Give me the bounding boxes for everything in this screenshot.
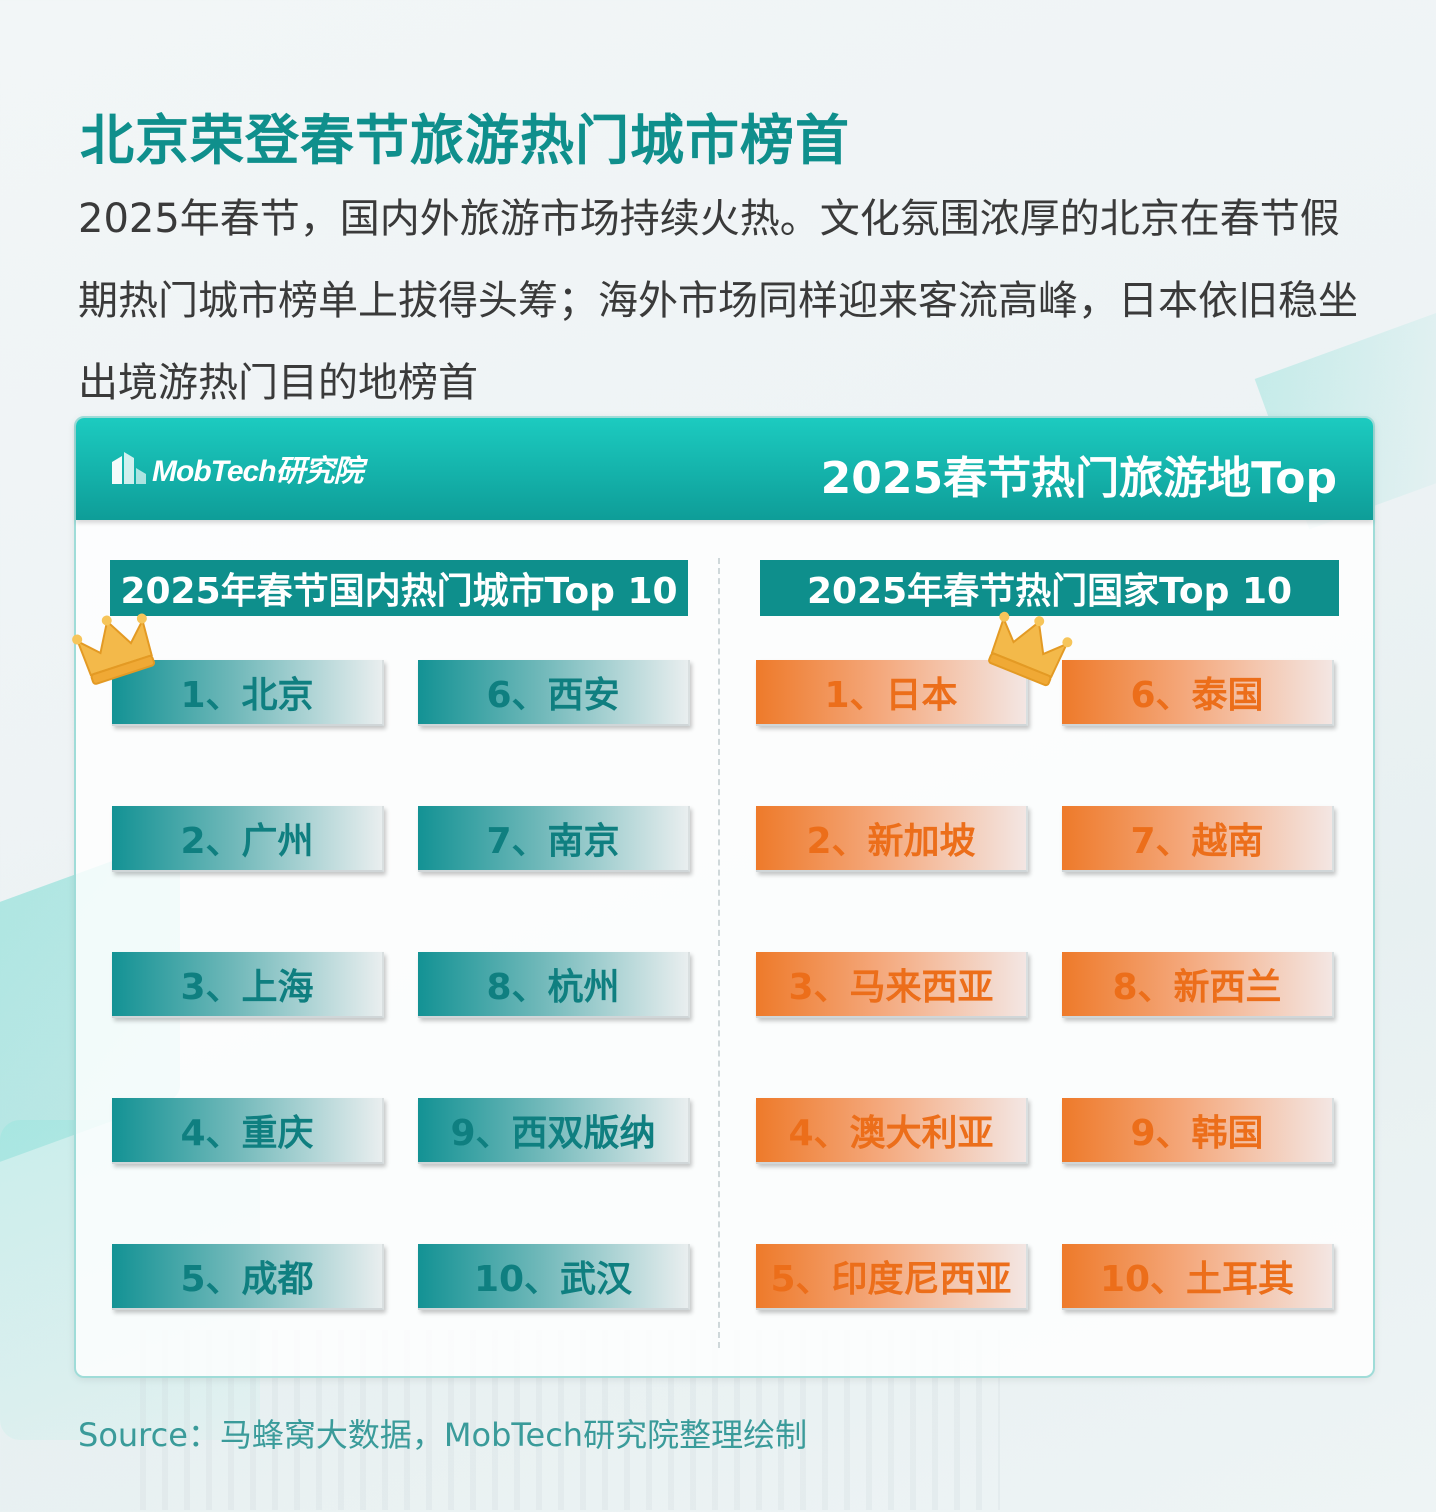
column-divider (718, 558, 720, 1348)
country-tile-4: 4、澳大利亚 (756, 1098, 1028, 1164)
city-tile-2: 2、广州 (112, 806, 384, 872)
mobtech-logo-icon (112, 452, 146, 484)
logo-text: MobTech研究院 (152, 455, 364, 488)
international-heading: 2025年春节热门国家Top 10 (760, 560, 1339, 616)
city-tile-6: 6、西安 (418, 660, 690, 726)
crown-icon (988, 611, 1073, 687)
country-tile-5: 5、印度尼西亚 (756, 1244, 1028, 1310)
country-tile-2: 2、新加坡 (756, 806, 1028, 872)
city-tile-8: 8、杭州 (418, 952, 690, 1018)
city-tile-3: 3、上海 (112, 952, 384, 1018)
city-tile-9: 9、西双版纳 (418, 1098, 690, 1164)
panel-title: 2025春节热门旅游地Top (820, 453, 1337, 504)
mobtech-logo: MobTech研究院 (108, 446, 364, 490)
city-tile-7: 7、南京 (418, 806, 690, 872)
country-tile-8: 8、新西兰 (1062, 952, 1334, 1018)
country-tile-9: 9、韩国 (1062, 1098, 1334, 1164)
country-tile-7: 7、越南 (1062, 806, 1334, 872)
country-tile-1: 1、日本 (756, 660, 1028, 726)
country-tile-10: 10、土耳其 (1062, 1244, 1334, 1310)
source-note: Source：马蜂窝大数据，MobTech研究院整理绘制 (78, 1416, 808, 1454)
crown-icon (72, 613, 155, 685)
city-tile-10: 10、武汉 (418, 1244, 690, 1310)
city-tile-5: 5、成都 (112, 1244, 384, 1310)
panel-header: MobTech研究院 2025春节热门旅游地Top (76, 418, 1373, 520)
city-tile-1: 1、北京 (112, 660, 384, 726)
domestic-heading: 2025年春节国内热门城市Top 10 (110, 560, 688, 616)
page-title: 北京荣登春节旅游热门城市榜首 (80, 109, 850, 172)
ranking-panel: MobTech研究院 2025春节热门旅游地Top 2025年春节国内热门城市T… (72, 416, 1375, 1378)
city-tile-4: 4、重庆 (112, 1098, 384, 1164)
page-description: 2025年春节，国内外旅游市场持续火热。文化氛围浓厚的北京在春节假期热门城市榜单… (78, 196, 1358, 406)
country-tile-6: 6、泰国 (1062, 660, 1334, 726)
country-tile-3: 3、马来西亚 (756, 952, 1028, 1018)
